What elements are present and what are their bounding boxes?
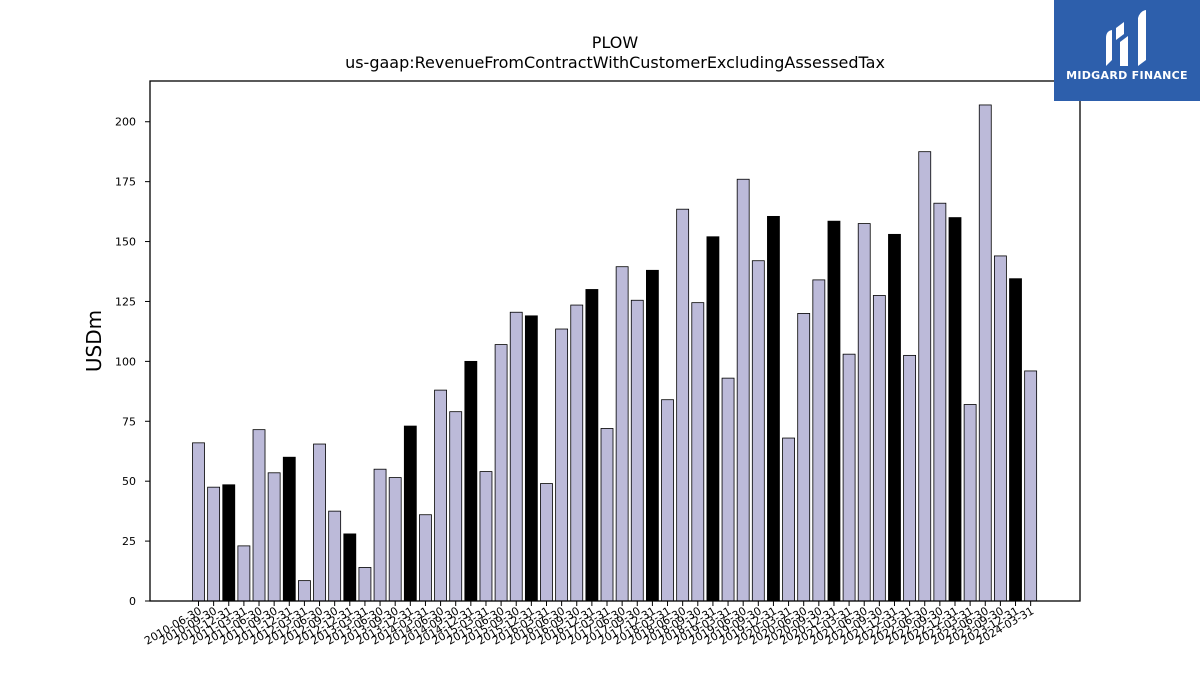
y-tick-label: 200 (115, 116, 136, 129)
y-tick-label: 100 (115, 355, 136, 368)
bar-2010-09-30 (207, 486, 221, 602)
y-axis-label: USDm (82, 310, 106, 372)
bar-2019-03-31 (721, 377, 735, 602)
bar-2018-09-30 (691, 302, 705, 602)
bar-2022-12-31 (948, 217, 962, 602)
bar-2011-09-30 (267, 472, 281, 602)
bar-2023-06-30 (978, 104, 992, 602)
y-tick-label: 0 (129, 595, 136, 608)
bar-2019-09-30 (751, 260, 765, 602)
bar-2021-06-30 (857, 223, 871, 602)
y-tick-label: 50 (122, 475, 136, 488)
bar-2016-06-30 (555, 328, 569, 602)
bar-2010-06-30 (192, 442, 205, 602)
bar-2012-09-30 (328, 510, 342, 602)
bar-2020-09-30 (812, 279, 826, 602)
bar-2023-03-31 (963, 404, 977, 602)
bar-2021-03-31 (842, 353, 856, 602)
bar-2018-06-30 (676, 208, 690, 602)
bar-2012-03-31 (298, 580, 311, 602)
plot-frame (149, 80, 1081, 602)
bar-2024-03-31 (1024, 370, 1038, 602)
bar-2013-09-30 (388, 477, 402, 602)
bar-2019-12-31 (767, 215, 780, 602)
logo-mark-icon (1106, 10, 1146, 66)
y-ticks: 0 25 50 75 100 125 150 175 200 (115, 116, 150, 608)
bar-2015-03-31 (479, 471, 493, 602)
y-tick-label: 175 (115, 176, 136, 189)
y-tick-label: 25 (122, 535, 136, 548)
bar-2013-03-31 (358, 567, 372, 602)
x-ticks: 2010-06-302010-09-302010-12-312011-03-31… (142, 601, 1036, 648)
bar-2012-06-30 (313, 443, 326, 602)
bar-2017-12-31 (646, 269, 659, 602)
bar-2017-06-30 (615, 266, 629, 602)
bar-2010-12-31 (222, 484, 236, 602)
logo-text: MIDGARD FINANCE (1066, 69, 1188, 82)
bar-2017-09-30 (630, 299, 644, 602)
bar-2018-12-31 (706, 236, 720, 602)
bar-2022-03-31 (903, 354, 917, 602)
bar-2011-03-31 (237, 545, 251, 602)
y-tick-label: 125 (115, 295, 136, 308)
bar-2014-06-30 (434, 389, 447, 602)
bar-2013-12-31 (403, 425, 417, 602)
bar-2016-09-30 (570, 304, 584, 602)
bar-2022-06-30 (918, 151, 932, 602)
bar-2020-03-31 (782, 437, 795, 602)
bar-2021-09-30 (872, 295, 886, 602)
bar-2017-03-31 (600, 428, 614, 602)
y-tick-label: 75 (122, 415, 136, 428)
bar-2016-12-31 (585, 289, 599, 602)
brand-logo: MIDGARD FINANCE (1054, 0, 1200, 101)
bar-2015-06-30 (494, 344, 508, 602)
bar-2015-09-30 (509, 311, 523, 602)
bar-2014-03-31 (419, 514, 432, 602)
chart-title: PLOW (592, 33, 639, 52)
bar-2018-03-31 (661, 399, 674, 602)
bar-2011-12-31 (282, 456, 296, 602)
bar-2012-12-31 (343, 533, 357, 602)
bar-2014-12-31 (464, 360, 478, 602)
bar-2013-06-30 (373, 468, 387, 602)
bar-2023-09-30 (993, 255, 1007, 602)
bar-2023-12-31 (1009, 278, 1022, 602)
bar-2022-09-30 (933, 202, 947, 602)
bar-2014-09-30 (449, 411, 463, 602)
bar-2015-12-31 (524, 315, 538, 602)
bars-group (192, 104, 1038, 602)
chart-subtitle: us-gaap:RevenueFromContractWithCustomerE… (345, 53, 885, 72)
logo-background (1054, 0, 1200, 101)
y-tick-label: 150 (115, 236, 136, 249)
bar-2020-12-31 (827, 220, 841, 602)
bar-2011-06-30 (252, 429, 266, 602)
bar-2021-12-31 (888, 233, 901, 602)
bar-2019-06-30 (736, 178, 750, 602)
bar-2020-06-30 (797, 313, 811, 602)
bar-2016-03-31 (540, 483, 553, 602)
